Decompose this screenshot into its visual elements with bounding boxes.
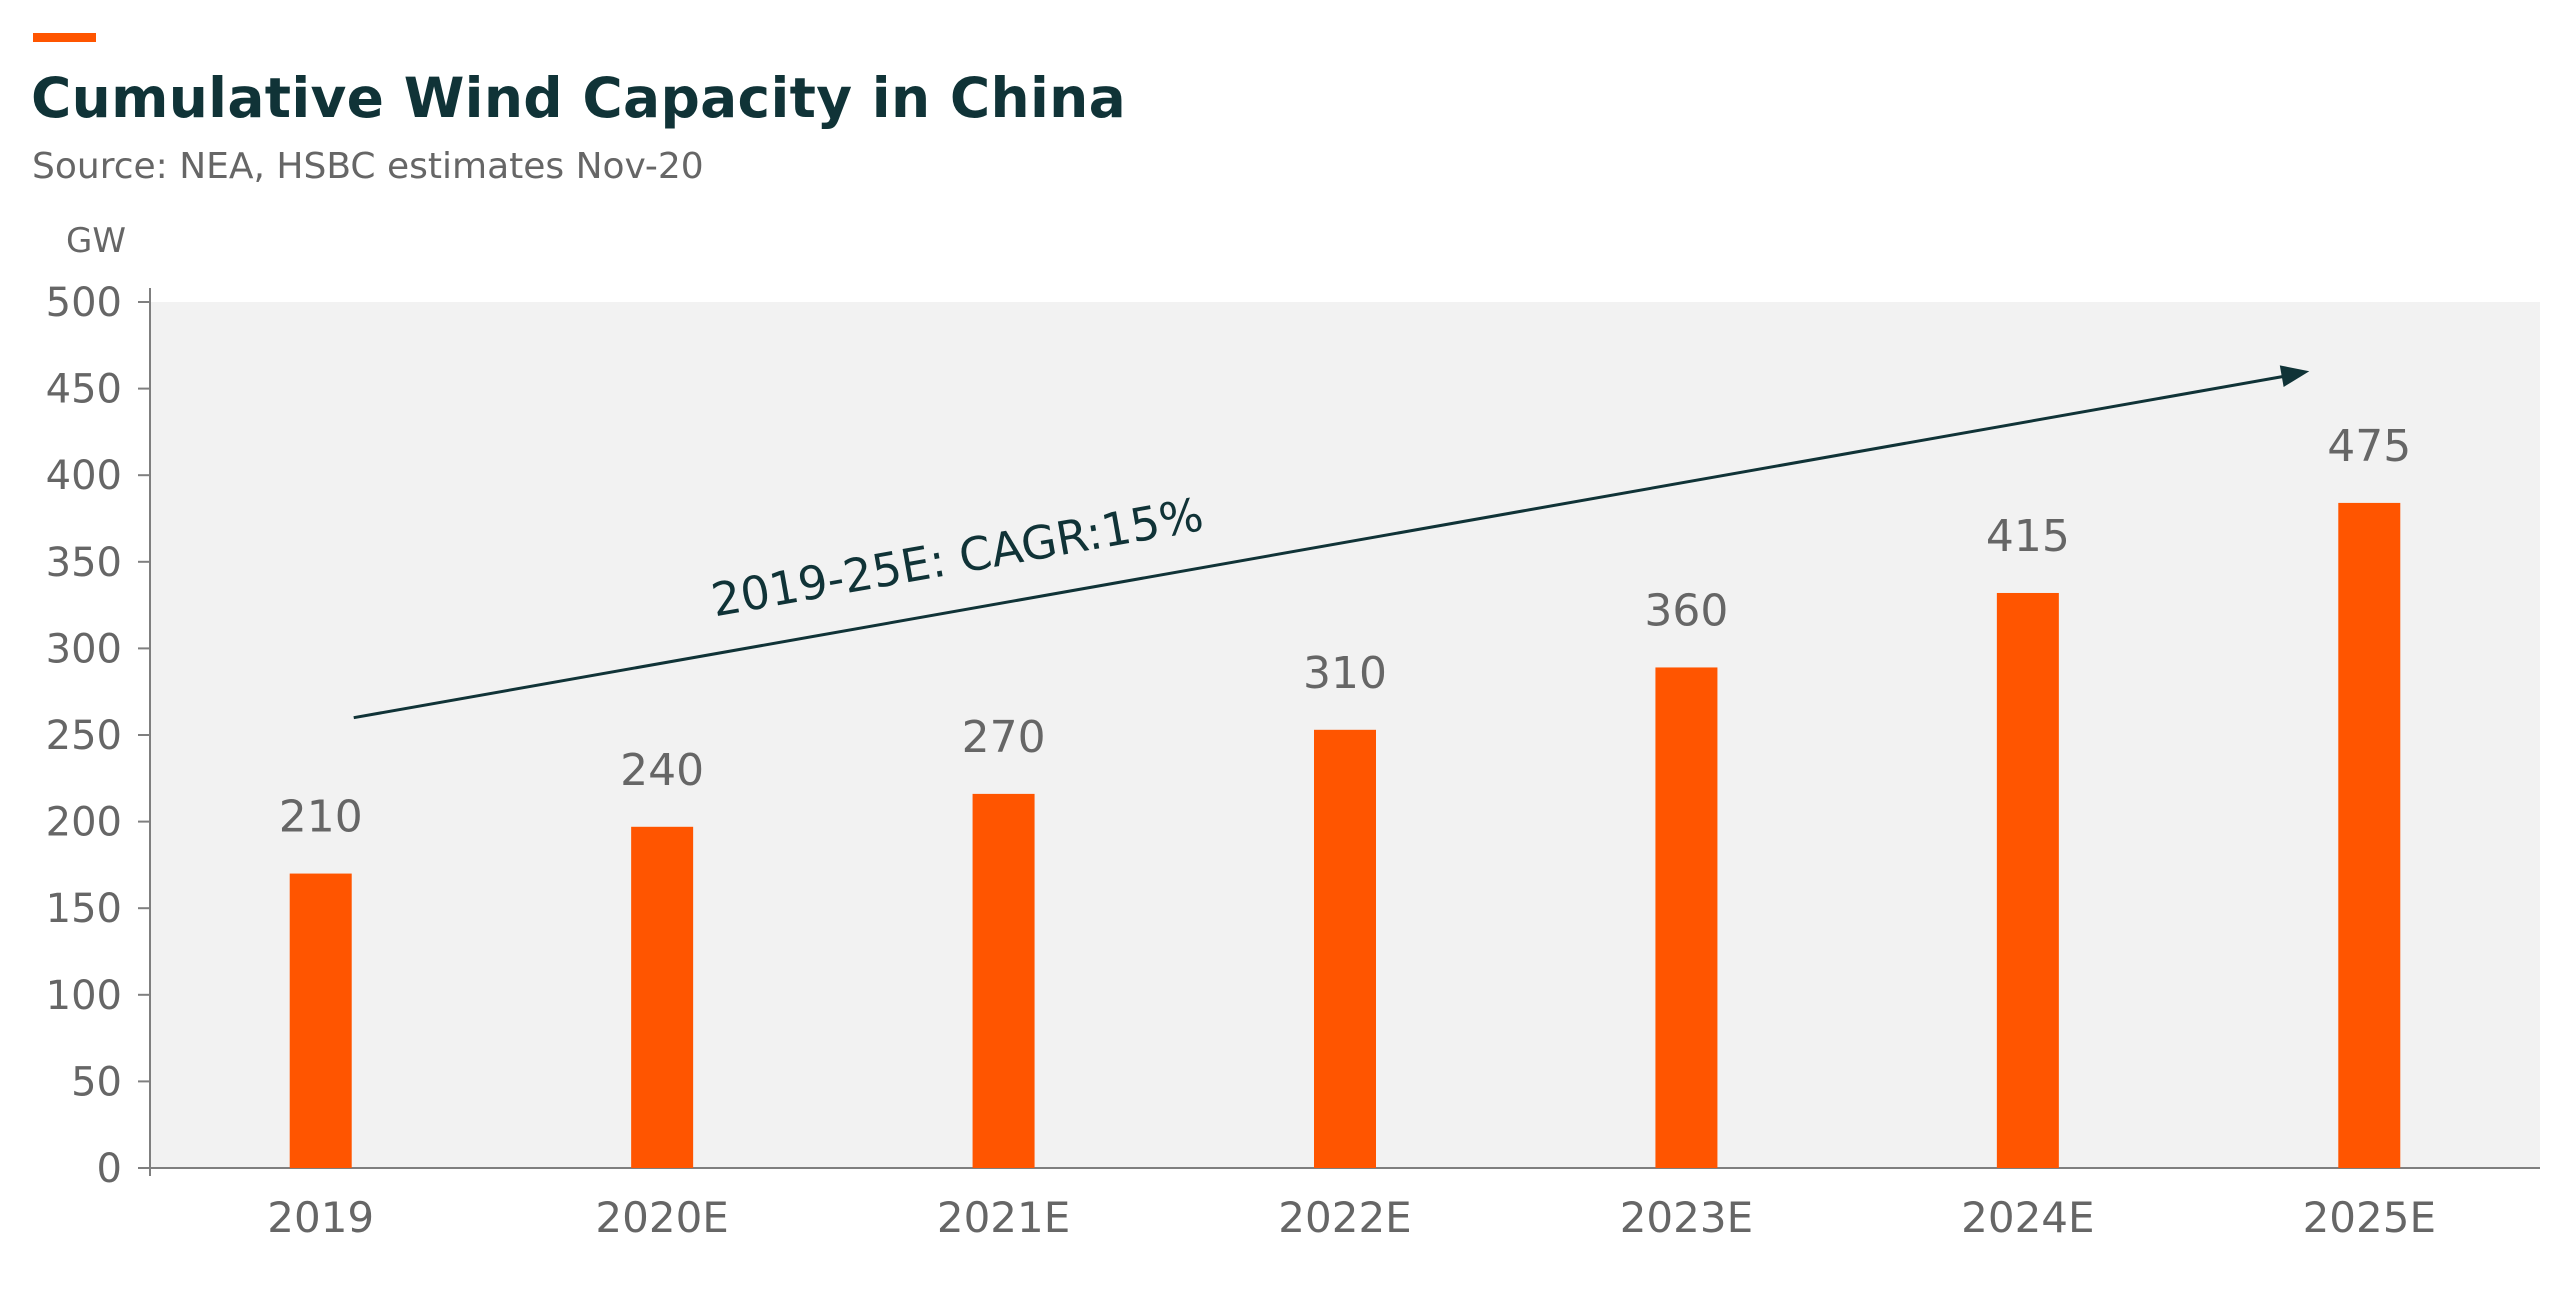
y-tick-label: 350: [46, 540, 122, 586]
y-axis-unit-label: GW: [66, 221, 126, 261]
x-tick-label-2020e: 2020E: [595, 1193, 728, 1242]
bar-2024e: [1996, 592, 2059, 1168]
chart-subtitle: Source: NEA, HSBC estimates Nov-20: [32, 146, 704, 187]
y-tick-label: 450: [46, 367, 122, 413]
cagr-arrow-line: [353, 371, 2302, 720]
data-label-2020e: 240: [620, 745, 704, 796]
x-tick-label-2024e: 2024E: [1961, 1193, 2094, 1242]
y-tick-label: 0: [97, 1146, 122, 1192]
y-tick-label: 500: [46, 280, 122, 326]
x-tick-label-2025e: 2025E: [2303, 1193, 2436, 1242]
bar-2025e: [2338, 502, 2401, 1168]
y-tick-label: 400: [46, 453, 122, 499]
chart-title: Cumulative Wind Capacity in China: [31, 66, 1126, 130]
data-label-2024e: 415: [1986, 511, 2070, 562]
x-tick-label-2022e: 2022E: [1278, 1193, 1411, 1242]
y-tick-label: 150: [46, 886, 122, 932]
data-label-2021e: 270: [962, 712, 1046, 763]
data-label-2019: 210: [279, 792, 363, 843]
y-tick-label: 250: [46, 713, 122, 759]
data-label-2022e: 310: [1303, 648, 1387, 699]
bar-2021e: [972, 793, 1035, 1168]
y-tick-label: 100: [46, 973, 122, 1019]
bar-2019: [289, 873, 352, 1168]
y-tick-label: 300: [46, 626, 122, 672]
cagr-arrow-head: [2279, 365, 2310, 387]
y-tick-label: 50: [71, 1059, 122, 1105]
x-tick-label-2023e: 2023E: [1620, 1193, 1753, 1242]
data-label-2023e: 360: [1644, 585, 1728, 636]
data-label-2025e: 475: [2327, 421, 2411, 472]
bar-2020e: [631, 826, 694, 1168]
bar-2023e: [1655, 667, 1718, 1168]
title-accent-bar: [33, 33, 96, 42]
x-tick-label-2019: 2019: [267, 1193, 374, 1242]
x-tick-label-2021e: 2021E: [937, 1193, 1070, 1242]
bar-2022e: [1314, 729, 1376, 1168]
y-tick-label: 200: [46, 800, 122, 846]
